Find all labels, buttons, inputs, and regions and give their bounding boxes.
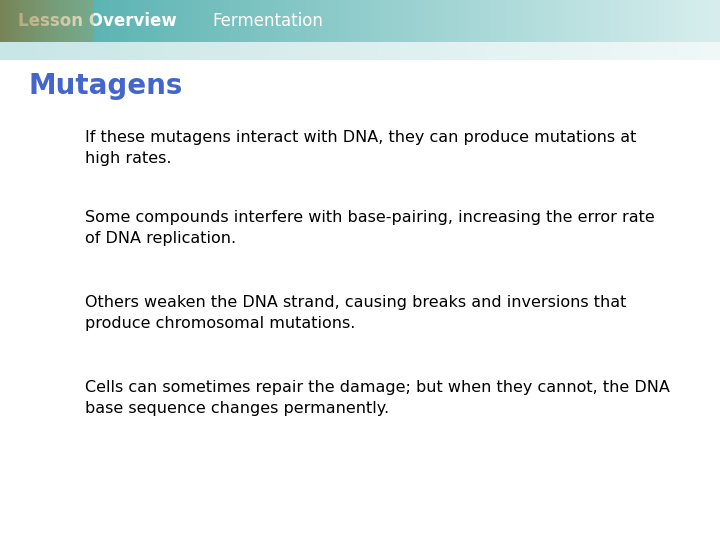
Text: Mutagens: Mutagens bbox=[29, 72, 183, 100]
Text: If these mutagens interact with DNA, they can produce mutations at
high rates.: If these mutagens interact with DNA, the… bbox=[85, 130, 636, 166]
Text: Lesson Overview: Lesson Overview bbox=[18, 12, 176, 30]
Text: Fermentation: Fermentation bbox=[212, 12, 323, 30]
Text: Some compounds interfere with base-pairing, increasing the error rate
of DNA rep: Some compounds interfere with base-pairi… bbox=[85, 210, 654, 246]
Text: Cells can sometimes repair the damage; but when they cannot, the DNA
base sequen: Cells can sometimes repair the damage; b… bbox=[85, 380, 670, 416]
Text: Others weaken the DNA strand, causing breaks and inversions that
produce chromos: Others weaken the DNA strand, causing br… bbox=[85, 295, 626, 331]
